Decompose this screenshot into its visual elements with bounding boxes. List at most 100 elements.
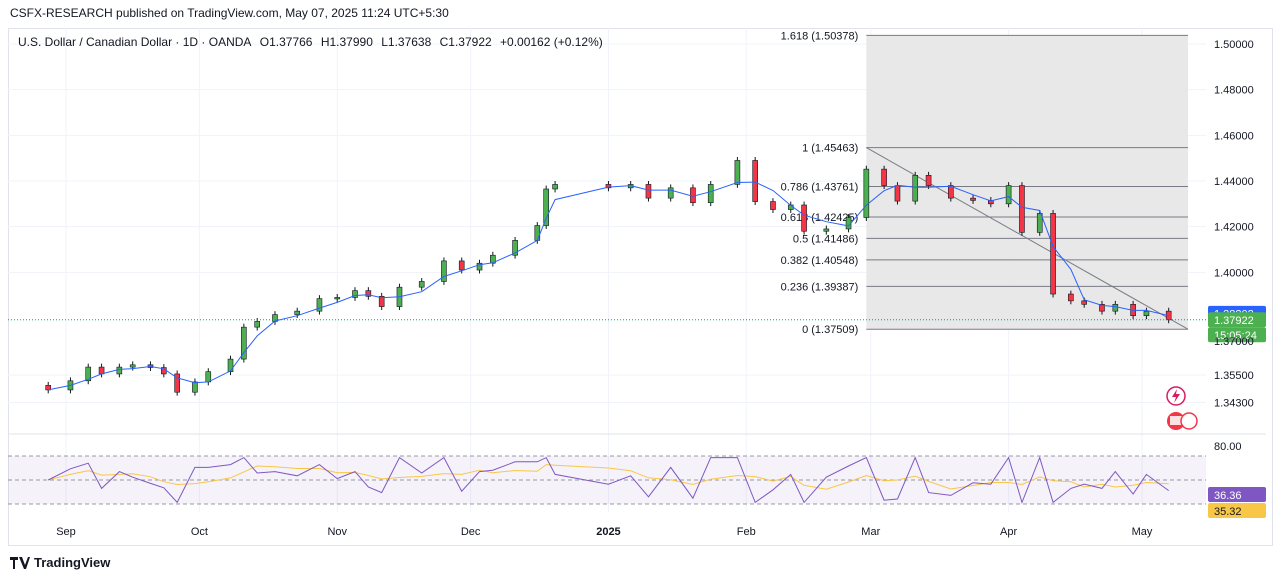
symbol-label[interactable]: U.S. Dollar / Canadian Dollar · 1D · OAN… (18, 35, 252, 49)
candle-body (801, 204, 807, 232)
candle-body (418, 281, 425, 288)
rsi-upper-label: 80.00 (1214, 441, 1242, 453)
candle-body (823, 228, 830, 232)
price-label-badge (1208, 327, 1266, 343)
tradingview-logo-icon (10, 556, 30, 569)
price-label-text: 1.37922 (1214, 315, 1254, 327)
candle-body (912, 174, 919, 202)
candle-body (116, 366, 123, 375)
lightning-icon-glyph (1172, 389, 1180, 403)
candle-body (645, 184, 652, 199)
x-tick-label: Oct (191, 526, 208, 538)
fib-level-label: 0.236 (1.39387) (781, 281, 859, 293)
y-tick-label: 1.44000 (1214, 176, 1254, 188)
y-tick-label: 1.40000 (1214, 267, 1254, 279)
y-tick-label: 1.42000 (1214, 222, 1254, 234)
candle-body (1036, 213, 1043, 233)
x-tick-label: Sep (56, 526, 76, 538)
candle-body (1019, 185, 1025, 233)
x-tick-label: Nov (327, 526, 347, 538)
y-tick-label: 1.46000 (1214, 130, 1254, 142)
candle-body (378, 296, 385, 307)
candle-body (770, 201, 776, 210)
open-value: O1.37766 (259, 35, 313, 49)
y-tick-label: 1.50000 (1214, 39, 1254, 51)
candle-body (476, 262, 483, 271)
candle-body (1099, 303, 1105, 312)
x-tick-label: 2025 (596, 526, 620, 538)
candle-body (881, 168, 887, 186)
footer-brand[interactable]: TradingView (10, 555, 110, 570)
candle-body (352, 290, 358, 298)
fib-level-label: 0.618 (1.42425) (781, 212, 859, 224)
candle-body (948, 185, 954, 199)
price-label-text: 1.37000 (1214, 336, 1254, 348)
candle-body (970, 197, 976, 201)
x-tick-label: Feb (737, 526, 756, 538)
x-tick-label: Dec (461, 526, 481, 538)
candle-body (1143, 310, 1150, 317)
candle-body (605, 184, 612, 189)
x-tick-label: Mar (861, 526, 880, 538)
candle-body (1050, 213, 1056, 295)
chart-frame (8, 28, 1273, 546)
change-value: +0.00162 (+0.12%) (500, 35, 603, 49)
candle-body (512, 240, 518, 256)
fib-level-label: 0.786 (1.43761) (781, 181, 859, 193)
flag-icon-glyph (1170, 416, 1182, 425)
candle-body (458, 260, 465, 271)
candle-body (1081, 300, 1087, 305)
price-label-badge (1208, 312, 1266, 328)
candle-body (85, 366, 92, 382)
footer-brand-label: TradingView (34, 555, 111, 570)
flag-icon-ring (1180, 412, 1198, 430)
fib-level-label: 0 (1.37509) (802, 324, 858, 336)
rsi-line (47, 456, 1169, 504)
price-label-text: 15:05:24 (1214, 330, 1257, 342)
rsi-ma-label: 35.32 (1214, 506, 1242, 518)
candle-body (534, 225, 541, 241)
candle-body (365, 290, 372, 297)
rsi-value-label: 36.36 (1214, 490, 1242, 502)
close-value: C1.37922 (439, 35, 492, 49)
candle-body (707, 184, 714, 203)
y-tick-label: 1.48000 (1214, 85, 1254, 97)
candle-body (1068, 293, 1074, 302)
fib-level-label: 1.618 (1.50378) (781, 30, 859, 42)
candle-body (543, 188, 549, 226)
fib-level-label: 0.5 (1.41486) (793, 233, 858, 245)
candle-body (316, 298, 323, 312)
candle-body (294, 310, 301, 315)
candle-body (254, 321, 260, 328)
candle-body (129, 364, 136, 368)
moving-average-line (48, 181, 1169, 391)
publish-header: CSFX-RESEARCH published on TradingView.c… (10, 6, 449, 20)
candle-body (441, 260, 447, 282)
candle-body (205, 371, 212, 383)
rsi-ma-line (48, 464, 1169, 490)
candle-body (894, 185, 901, 202)
ohlc-legend: U.S. Dollar / Canadian Dollar · 1D · OAN… (18, 35, 608, 49)
y-tick-label: 1.34300 (1214, 397, 1254, 409)
fibonacci-zone (866, 35, 1188, 330)
candle-body (1112, 303, 1119, 312)
candle-body (192, 381, 198, 393)
candle-body (752, 160, 758, 202)
low-value: L1.37638 (381, 35, 432, 49)
candle-body (667, 187, 674, 199)
candle-body (174, 373, 180, 393)
x-tick-label: Apr (1000, 526, 1017, 538)
fib-level-label: 1 (1.45463) (802, 143, 858, 155)
candle-body (925, 174, 932, 186)
candle-body (863, 168, 870, 218)
x-tick-label: May (1132, 526, 1153, 538)
fib-level-label: 0.382 (1.40548) (781, 255, 859, 267)
trendline (866, 147, 1189, 330)
candle-body (98, 366, 105, 375)
candle-body (334, 297, 341, 300)
candle-body (734, 160, 741, 185)
rsi-ma-badge (1208, 503, 1266, 518)
high-value: H1.37990 (320, 35, 373, 49)
candle-body (241, 326, 247, 360)
